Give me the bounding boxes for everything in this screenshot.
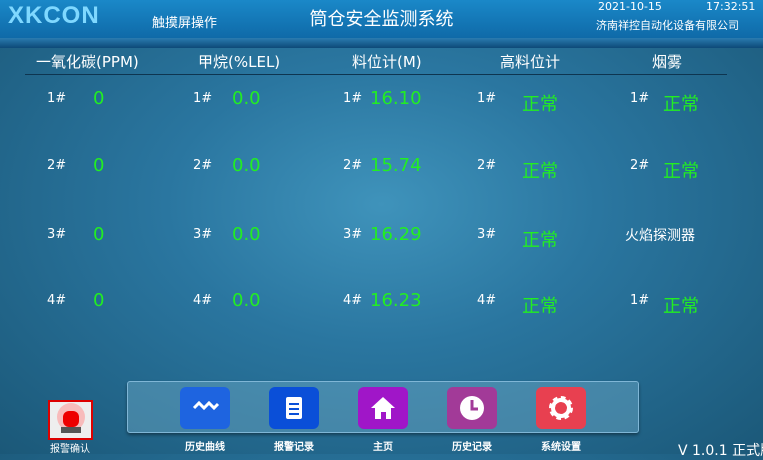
- high-value: 正常: [522, 296, 558, 317]
- level-value: 15.74: [370, 155, 422, 176]
- logo: XKCON: [8, 2, 100, 29]
- column-header-high-level: 高料位计: [500, 53, 561, 71]
- nav-button-4[interactable]: [536, 387, 586, 429]
- page-title: 筒仓安全监测系统: [309, 9, 454, 30]
- time: 17:32:51: [706, 0, 756, 13]
- level-value: 16.23: [370, 290, 422, 311]
- home-icon: [371, 397, 395, 419]
- clipboard-icon: [286, 397, 302, 419]
- alarm-confirm-button[interactable]: [48, 400, 93, 440]
- wave-icon: [192, 400, 220, 411]
- smoke-label: 2#: [630, 158, 650, 173]
- column-header-co: 一氧化碳(PPM): [36, 53, 139, 71]
- clock-icon: [460, 396, 484, 420]
- ch4-value: 0.0: [232, 224, 261, 245]
- ch4-value: 0.0: [232, 155, 261, 176]
- column-header-smoke: 烟雾: [652, 53, 683, 71]
- co-value: 0: [93, 88, 105, 109]
- ch4-value: 0.0: [232, 88, 261, 109]
- smoke-value: 正常: [663, 94, 699, 115]
- co-label: 3#: [47, 227, 67, 242]
- high-label: 4#: [477, 293, 497, 308]
- smoke-value: 正常: [663, 161, 699, 182]
- nav-label: 历史曲线: [185, 442, 225, 453]
- nav-label: 主页: [373, 442, 393, 453]
- high-label: 3#: [477, 227, 497, 242]
- level-value: 16.29: [370, 224, 422, 245]
- level-label: 3#: [343, 227, 363, 242]
- smoke-value: 正常: [663, 296, 699, 317]
- co-value: 0: [93, 224, 105, 245]
- level-label: 1#: [343, 91, 363, 106]
- date: 2021-10-15: [598, 0, 662, 13]
- smoke-label: 1#: [630, 91, 650, 106]
- high-value: 正常: [522, 161, 558, 182]
- co-label: 1#: [47, 91, 67, 106]
- high-value: 正常: [522, 230, 558, 251]
- header-bar: [0, 0, 763, 38]
- high-label: 2#: [477, 158, 497, 173]
- nav-label: 系统设置: [541, 442, 581, 453]
- high-value: 正常: [522, 94, 558, 115]
- ch4-label: 2#: [193, 158, 213, 173]
- siren-icon: [56, 403, 85, 433]
- column-header-ch4: 甲烷(%LEL): [198, 53, 281, 71]
- level-label: 2#: [343, 158, 363, 173]
- nav-label: 历史记录: [452, 442, 492, 453]
- divider: [25, 74, 727, 75]
- column-header-level: 料位计(M): [352, 53, 422, 71]
- nav-button-0[interactable]: [180, 387, 230, 429]
- level-label: 4#: [343, 293, 363, 308]
- co-value: 0: [93, 155, 105, 176]
- level-value: 16.10: [370, 88, 422, 109]
- header-band: [0, 38, 763, 48]
- alarm-confirm-label: 报警确认: [50, 444, 90, 455]
- nav-button-3[interactable]: [447, 387, 497, 429]
- smoke-label: 火焰探测器: [625, 228, 695, 244]
- ch4-label: 4#: [193, 293, 213, 308]
- high-label: 1#: [477, 91, 497, 106]
- co-value: 0: [93, 290, 105, 311]
- co-label: 2#: [47, 158, 67, 173]
- gear-icon: [549, 396, 573, 420]
- ch4-value: 0.0: [232, 290, 261, 311]
- nav-button-1[interactable]: [269, 387, 319, 429]
- smoke-label: 1#: [630, 293, 650, 308]
- nav-button-2[interactable]: [358, 387, 408, 429]
- nav-label: 报警记录: [274, 442, 314, 453]
- version: V 1.0.1 正式版: [678, 443, 763, 459]
- company-name: 济南祥控自动化设备有限公司: [596, 19, 739, 32]
- ch4-label: 3#: [193, 227, 213, 242]
- co-label: 4#: [47, 293, 67, 308]
- subtitle: 触摸屏操作: [152, 16, 218, 31]
- ch4-label: 1#: [193, 91, 213, 106]
